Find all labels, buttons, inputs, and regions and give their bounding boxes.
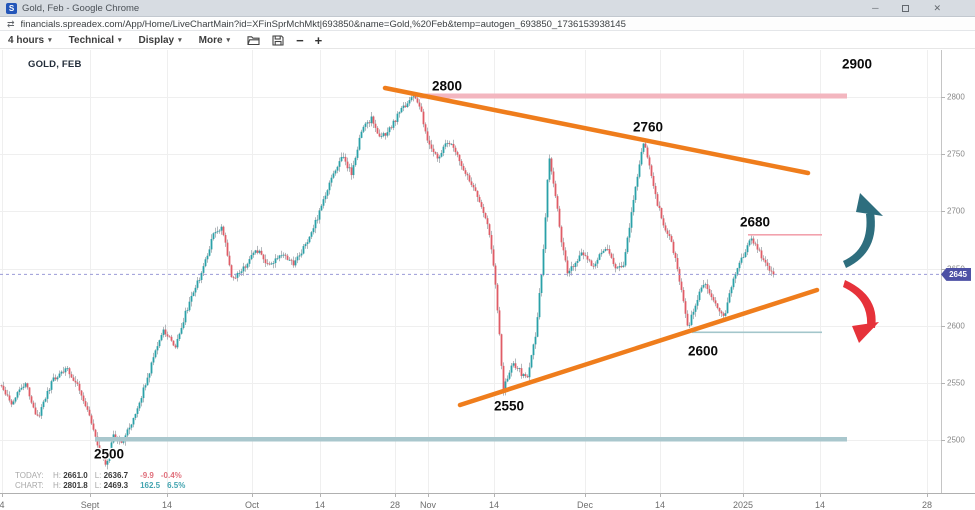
time-tick-label: 14: [314, 500, 326, 510]
current-price-badge: 2645: [941, 267, 971, 281]
time-tick-mark: [252, 493, 253, 497]
chevron-down-icon: ▾: [226, 37, 231, 44]
close-icon[interactable]: ✕: [933, 2, 941, 13]
legend-today-low: 2636.7: [103, 471, 129, 480]
chart-area: GOLD, FEB 2900 2800 2760 2680 2600 2550 2500 2…: [0, 50, 975, 510]
more-dropdown[interactable]: More ▾: [199, 35, 230, 46]
price-tick-label: 2750: [947, 149, 965, 159]
time-tick-mark: [820, 493, 821, 497]
chart-toolbar: 4 hours ▾ Technical ▾ Display ▾ More ▾: [0, 32, 975, 49]
time-tick-mark: [167, 493, 168, 497]
legend-today-high: 2661.0: [63, 471, 88, 480]
price-tick-mark: [941, 154, 945, 156]
symbol-label: GOLD, FEB: [28, 59, 82, 70]
more-label: More: [198, 34, 223, 46]
price-tick-label: 2600: [947, 321, 965, 331]
time-tick-mark: [395, 493, 396, 497]
legend-row-today: TODAY: H: 2661.0 L: 2636.7 -9.9 -0.4%: [15, 471, 185, 481]
legend-high-key: H:: [53, 471, 61, 480]
time-tick-label: 14: [814, 500, 826, 510]
legend-chart-change-pct: 6.5%: [167, 481, 186, 490]
url-text[interactable]: financials.spreadex.com/App/Home/LiveCha…: [20, 18, 626, 30]
legend-low-key: L:: [94, 471, 102, 480]
title-bar[interactable]: S Gold, Feb - Google Chrome ─ ✕: [0, 0, 975, 17]
minimize-icon[interactable]: ─: [872, 2, 879, 13]
legend-chart-low: 2469.3: [103, 481, 129, 490]
price-label-2550[interactable]: 2550: [493, 398, 525, 414]
price-tick-mark: [941, 268, 945, 270]
window-controls: ─ ✕: [872, 2, 969, 13]
price-label-2800[interactable]: 2800: [431, 78, 463, 94]
maximize-icon[interactable]: [902, 4, 910, 12]
time-tick-mark: [927, 493, 928, 497]
price-tick-label: 2550: [947, 378, 965, 388]
legend-low-key: L:: [94, 481, 102, 490]
time-axis-line: [0, 493, 975, 494]
time-tick-mark: [90, 493, 91, 497]
legend-chart-change: 162.5: [140, 481, 161, 490]
time-tick-label: Oct: [244, 500, 260, 510]
technical-dropdown[interactable]: Technical ▾: [69, 35, 122, 46]
display-label: Display: [138, 34, 175, 46]
chart-legend: TODAY: H: 2661.0 L: 2636.7 -9.9 -0.4% CHART:…: [15, 471, 185, 491]
time-tick-label: 28: [921, 500, 933, 510]
zoom-in-button[interactable]: +: [314, 32, 323, 48]
url-bar: ⇄ financials.spreadex.com/App/Home/LiveC…: [0, 18, 975, 31]
time-tick-mark: [320, 493, 321, 497]
timeframe-dropdown[interactable]: 4 hours ▾: [8, 35, 52, 46]
price-tick-mark: [941, 97, 945, 98]
price-tick-mark: [941, 325, 945, 327]
price-axis-line: [941, 50, 942, 493]
time-tick-mark: [2, 493, 3, 497]
time-tick-mark: [585, 493, 586, 497]
zoom-out-button[interactable]: −: [296, 32, 304, 48]
candlestick-canvas[interactable]: [0, 50, 941, 493]
save-icon[interactable]: [272, 34, 284, 46]
price-tick-label: 2800: [947, 92, 965, 102]
time-tick-label: Nov: [419, 500, 437, 510]
time-tick-label: 28: [389, 500, 401, 510]
legend-today-change: -9.9: [140, 471, 154, 480]
time-tick-mark: [428, 493, 429, 497]
display-dropdown[interactable]: Display ▾: [139, 35, 182, 46]
technical-label: Technical: [68, 34, 115, 46]
timeframe-label: 4 hours: [8, 34, 45, 46]
legend-row-chart: CHART: H: 2801.8 L: 2469.3 162.5 6.5%: [15, 481, 185, 491]
time-tick-mark: [660, 493, 661, 497]
time-tick-mark: [494, 493, 495, 497]
price-label-2500[interactable]: 2500: [93, 446, 125, 462]
price-label-2900[interactable]: 2900: [841, 56, 873, 72]
legend-today-label: TODAY:: [15, 471, 44, 480]
time-tick-label: 14: [161, 500, 173, 510]
legend-chart-label: CHART:: [15, 481, 44, 490]
site-favicon-icon: S: [6, 2, 17, 14]
time-tick-label: Sept: [80, 500, 100, 510]
price-label-2760[interactable]: 2760: [632, 119, 664, 135]
time-tick-label: 2025: [732, 500, 754, 510]
price-tick-mark: [941, 383, 945, 384]
legend-high-key: H:: [53, 481, 61, 490]
window-title: Gold, Feb - Google Chrome: [22, 2, 140, 14]
legend-chart-high: 2801.8: [63, 481, 88, 490]
time-tick-label: 14: [654, 500, 666, 510]
price-label-2680[interactable]: 2680: [739, 214, 771, 230]
price-tick-mark: [941, 440, 945, 442]
time-tick-label: Dec: [576, 500, 594, 510]
legend-today-change-pct: -0.4%: [160, 471, 182, 480]
tab-switcher-icon[interactable]: ⇄: [7, 18, 15, 29]
time-tick-label: 4: [0, 500, 5, 510]
time-tick-label: 14: [488, 500, 500, 510]
price-tick-mark: [941, 211, 945, 213]
time-tick-mark: [743, 493, 744, 497]
chevron-down-icon: ▾: [178, 37, 182, 44]
price-tick-label: 2700: [947, 206, 965, 216]
open-folder-icon[interactable]: [247, 35, 260, 46]
price-label-2600[interactable]: 2600: [687, 343, 719, 359]
chevron-down-icon: ▾: [118, 37, 122, 44]
price-tick-label: 2500: [947, 435, 965, 445]
chevron-down-icon: ▾: [48, 37, 52, 44]
